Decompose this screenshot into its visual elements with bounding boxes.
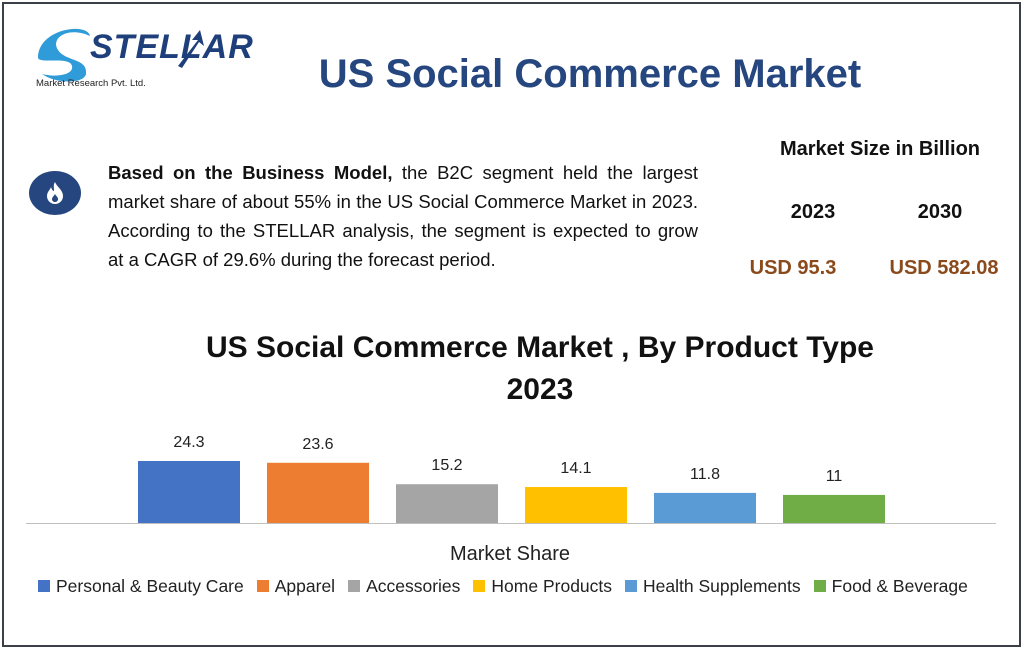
market-size-title: Market Size in Billion [779,138,981,160]
legend-item-0: Personal & Beauty Care [38,576,244,597]
legend-label-5: Food & Beverage [831,575,968,596]
legend-label-0: Personal & Beauty Care [56,575,244,596]
bar-value-label-3: 14.1 [560,460,591,477]
logo-swoosh-icon [38,28,204,82]
legend-item-1: Apparel [256,575,336,597]
x-axis-label: Market Share [449,543,571,565]
legend-label-1: Apparel [274,575,336,596]
legend-item-5: Food & Beverage [813,575,968,597]
summary-body: the B2C segment held the largest market … [108,162,698,270]
bar-value-label-4: 11.8 [690,466,720,483]
legend-item-3: Home Products [473,576,612,597]
stellar-logo: STELLAR Market Research Pvt. Ltd. [28,18,253,98]
legend-swatch-5 [813,580,826,592]
bar-0 [138,461,240,523]
legend-item-4: Health Supplements [625,576,801,597]
legend-swatch-2 [348,580,361,592]
bar-5 [783,494,885,523]
legend-label-2: Accessories [366,575,461,596]
bar-value-label-1: 23.6 [302,436,333,453]
chart-title: US Social Commerce Market , By Product T… [140,327,940,411]
legend-swatch-3 [473,580,486,592]
legend-swatch-0 [38,580,50,592]
legend-label-4: Health Supplements [643,575,801,596]
summary-text: Based on the Business Model, the B2C seg… [108,158,698,274]
flame-icon [29,171,81,215]
value-2030: USD 582.08 [889,257,999,279]
bar-value-label-2: 15.2 [431,457,462,474]
chart-title-line2: 2023 [506,373,574,406]
legend-swatch-1 [256,580,269,592]
year-2030-label: 2030 [917,201,963,223]
legend-swatch-4 [625,580,638,592]
value-2023: USD 95.3 [749,257,837,279]
legend-label-3: Home Products [491,575,613,596]
summary-lead: Based on the Business Model, [108,162,393,183]
bar-2 [396,484,498,523]
bar-4 [654,492,756,523]
bar-1 [267,462,369,523]
bar-value-label-5: 11 [826,468,843,485]
year-2023-label: 2023 [790,201,836,223]
bar-value-label-0: 24.3 [173,434,204,451]
legend-item-2: Accessories [348,576,460,597]
chart-title-line1: US Social Commerce Market , By Product T… [206,331,874,364]
logo-wordmark: STELLAR [90,28,254,66]
logo-subtitle: Market Research Pvt. Ltd. [36,78,146,89]
chart-legend: Personal & Beauty Care Apparel Accessories… [38,575,981,597]
page-title: US Social Commerce Market [318,52,862,96]
bar-3 [525,487,627,523]
